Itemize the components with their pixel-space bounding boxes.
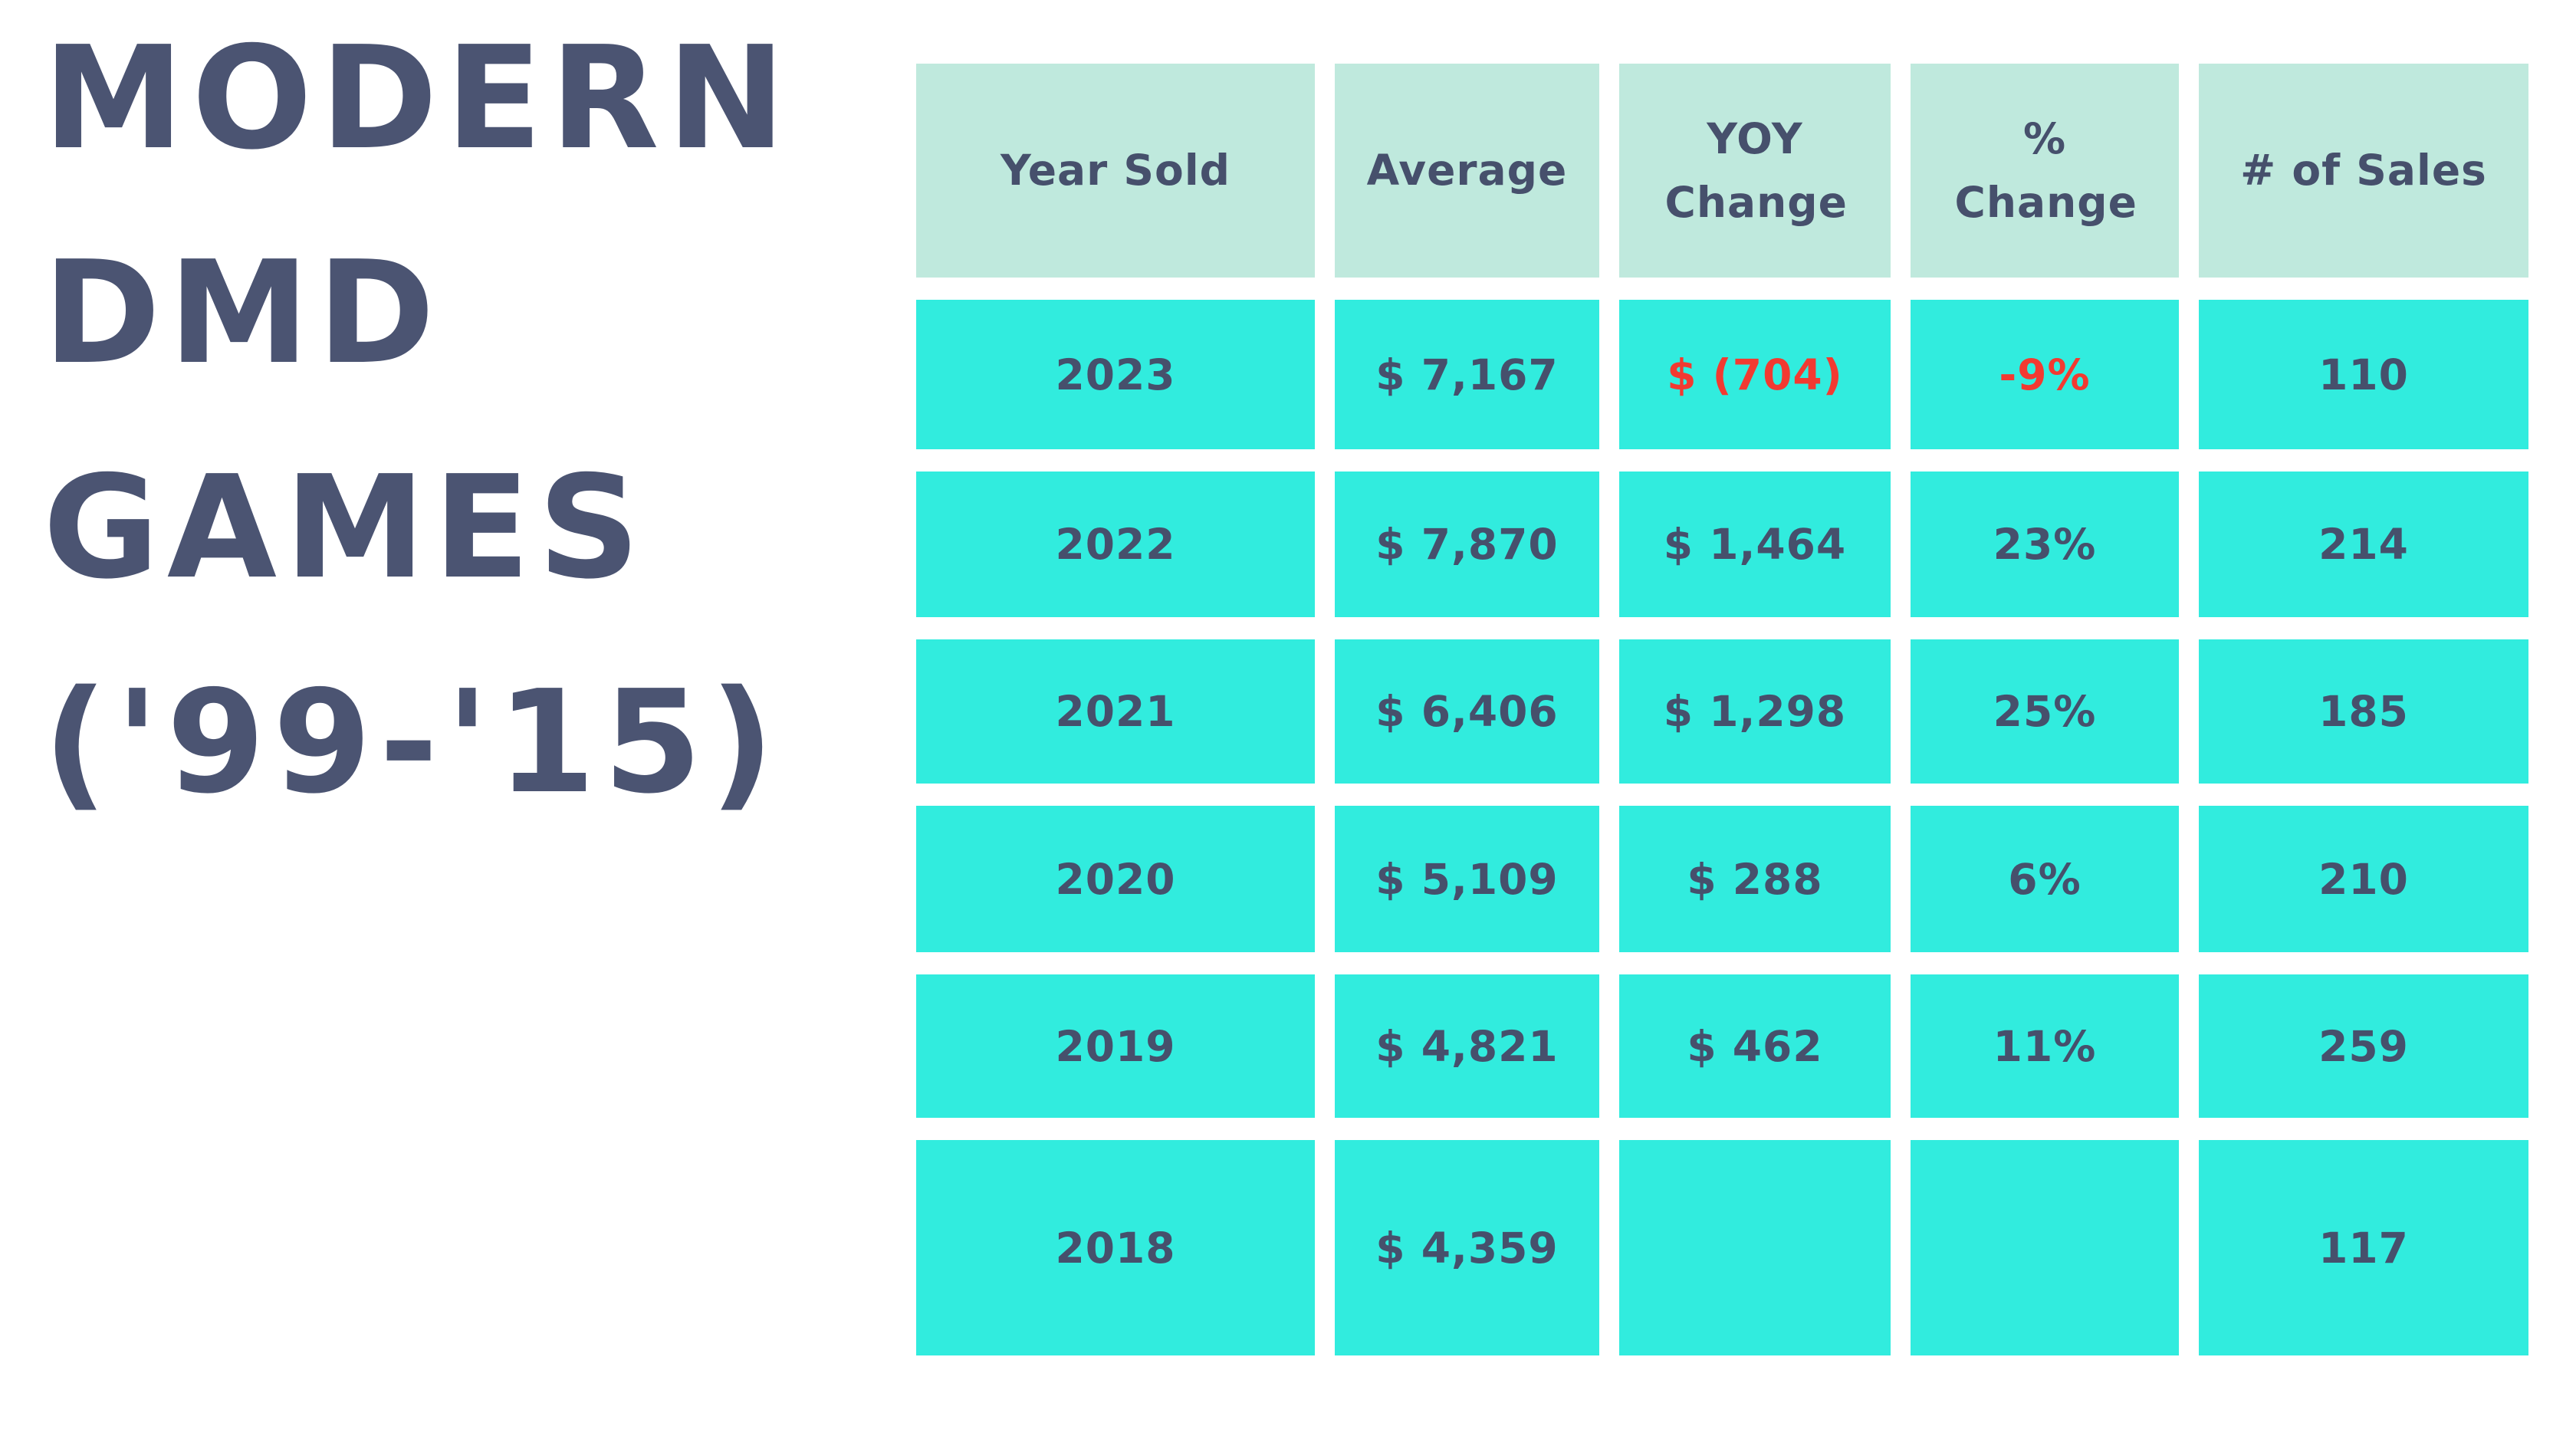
table-cell: 2020 bbox=[916, 806, 1315, 952]
column-header-num-sales: # of Sales bbox=[2199, 64, 2528, 278]
title-line: MODERN bbox=[43, 15, 794, 181]
table-cell: 2022 bbox=[916, 472, 1315, 617]
table-cell: 185 bbox=[2199, 639, 2528, 784]
column-header-label: Average bbox=[1366, 146, 1568, 196]
table-cell: $ 7,870 bbox=[1335, 472, 1599, 617]
table-cell: $ 462 bbox=[1619, 974, 1891, 1118]
page-title: MODERN DMD GAMES ('99-'15) bbox=[43, 0, 902, 849]
table-cell: $ 7,167 bbox=[1335, 300, 1599, 449]
table-cell: 23% bbox=[1911, 472, 2179, 617]
column-header-pct-change: % Change bbox=[1911, 64, 2179, 278]
table-cell: 259 bbox=[2199, 974, 2528, 1118]
column-header-average: Average bbox=[1335, 64, 1599, 278]
column-header-label: % Change bbox=[1954, 114, 2137, 227]
sales-table: Year Sold Average YOY Change % Change # … bbox=[916, 64, 2528, 1355]
column-header-label: YOY Change bbox=[1664, 114, 1848, 227]
table-cell: 2018 bbox=[916, 1140, 1315, 1355]
table-cell: 210 bbox=[2199, 806, 2528, 952]
table-cell: 2023 bbox=[916, 300, 1315, 449]
table-cell: 2019 bbox=[916, 974, 1315, 1118]
column-header-label: Year Sold bbox=[1000, 146, 1231, 196]
table-cell: 2021 bbox=[916, 639, 1315, 784]
table-cell: 25% bbox=[1911, 639, 2179, 784]
table-cell: $ 1,464 bbox=[1619, 472, 1891, 617]
table-cell: -9% bbox=[1911, 300, 2179, 449]
table-cell: $ 1,298 bbox=[1619, 639, 1891, 784]
table-cell: $ 288 bbox=[1619, 806, 1891, 952]
table-cell bbox=[1911, 1140, 2179, 1355]
table-cell: 6% bbox=[1911, 806, 2179, 952]
title-line: ('99-'15) bbox=[43, 659, 783, 825]
column-header-year-sold: Year Sold bbox=[916, 64, 1315, 278]
table-cell: $ 6,406 bbox=[1335, 639, 1599, 784]
column-header-label: # of Sales bbox=[2240, 146, 2487, 196]
table-cell: 110 bbox=[2199, 300, 2528, 449]
column-header-yoy-change: YOY Change bbox=[1619, 64, 1891, 278]
title-line: GAMES bbox=[43, 445, 648, 610]
table-cell: $ 5,109 bbox=[1335, 806, 1599, 952]
table-cell: $ (704) bbox=[1619, 300, 1891, 449]
table-cell: $ 4,359 bbox=[1335, 1140, 1599, 1355]
table-cell bbox=[1619, 1140, 1891, 1355]
table-cell: 214 bbox=[2199, 472, 2528, 617]
table-cell: 117 bbox=[2199, 1140, 2528, 1355]
title-line: DMD bbox=[43, 230, 443, 396]
table-cell: $ 4,821 bbox=[1335, 974, 1599, 1118]
table-cell: 11% bbox=[1911, 974, 2179, 1118]
